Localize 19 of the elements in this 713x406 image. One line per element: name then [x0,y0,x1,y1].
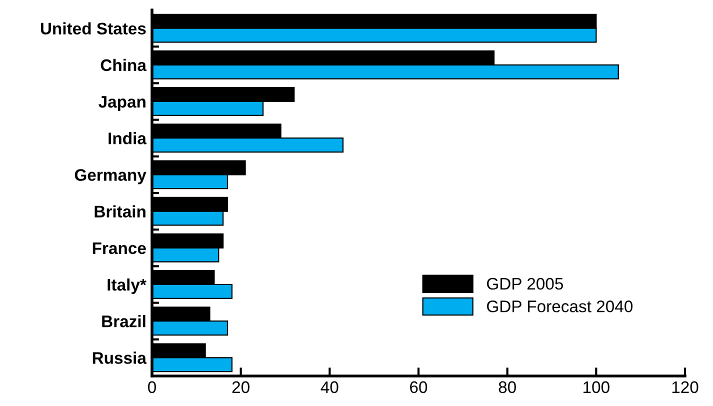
y-tick-label: Britain [94,205,146,218]
legend-label: GDP Forecast 2040 [487,300,633,312]
y-tick-label: India [108,132,147,144]
x-tick-label: 60 [410,381,428,394]
y-tick-label: Germany [74,169,146,184]
x-tick-label: 120 [672,381,698,394]
y-tick-label: China [100,58,147,72]
y-tick-label: France [92,242,146,254]
x-tick-label: 100 [584,381,610,394]
x-tick-label: 0 [148,381,156,394]
y-tick-label: Japan [98,96,146,111]
x-tick-label: 20 [232,381,250,394]
y-tick-label: Italy* [108,278,146,294]
x-tick-label: 40 [320,381,338,394]
legend-label: GDP 2005 [487,278,564,290]
y-tick-label: Russia [92,352,147,364]
y-tick-label: United States [40,22,146,35]
y-tick-label: Brazil [102,315,146,328]
x-tick-label: 80 [498,381,516,394]
